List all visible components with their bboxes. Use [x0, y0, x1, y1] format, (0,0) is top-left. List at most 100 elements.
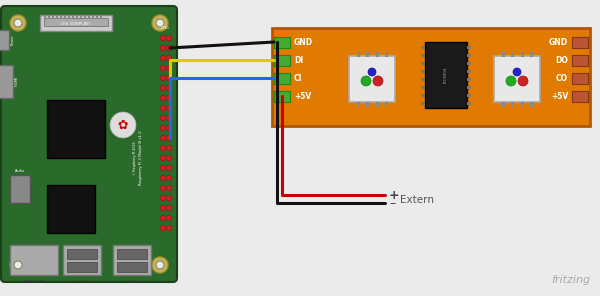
Bar — [572, 73, 588, 84]
Circle shape — [160, 185, 166, 191]
Circle shape — [506, 76, 516, 86]
Bar — [67, 249, 97, 259]
Bar — [511, 102, 514, 107]
Circle shape — [166, 55, 172, 61]
Bar — [274, 37, 290, 48]
Circle shape — [110, 112, 136, 138]
Bar — [511, 52, 514, 57]
Text: LTC6904: LTC6904 — [444, 67, 448, 83]
Bar — [0, 65, 13, 98]
Bar — [84, 15, 86, 19]
Bar — [467, 102, 471, 105]
Circle shape — [10, 15, 26, 31]
Text: © Raspberry Pi 2016: © Raspberry Pi 2016 — [133, 141, 137, 175]
Bar — [113, 245, 151, 275]
Circle shape — [160, 75, 166, 81]
Circle shape — [166, 35, 172, 41]
Text: DSI (DISPLAY): DSI (DISPLAY) — [61, 22, 91, 26]
Circle shape — [14, 19, 22, 27]
Circle shape — [160, 125, 166, 131]
Circle shape — [166, 185, 172, 191]
Circle shape — [156, 261, 164, 269]
Bar — [421, 46, 425, 49]
Bar — [274, 55, 290, 66]
Text: ETHERNET: ETHERNET — [23, 280, 45, 284]
Circle shape — [160, 135, 166, 141]
Circle shape — [160, 165, 166, 171]
Bar — [365, 52, 368, 57]
Bar — [467, 70, 471, 73]
Text: –: – — [389, 197, 395, 210]
Text: +: + — [389, 189, 400, 202]
Circle shape — [166, 145, 172, 151]
Bar — [365, 102, 368, 107]
Bar — [467, 86, 471, 89]
Bar — [60, 15, 62, 19]
Bar — [96, 15, 98, 19]
Text: CI: CI — [294, 74, 302, 83]
Circle shape — [152, 257, 168, 273]
Circle shape — [166, 165, 172, 171]
Bar — [421, 54, 425, 57]
Bar — [421, 62, 425, 65]
Bar — [467, 78, 471, 81]
Circle shape — [166, 125, 172, 131]
Bar — [64, 15, 66, 19]
Circle shape — [166, 65, 172, 71]
Bar — [572, 91, 588, 102]
Bar — [521, 102, 523, 107]
Bar — [47, 100, 105, 158]
Bar — [421, 94, 425, 97]
Text: GPIO: GPIO — [161, 26, 169, 30]
Text: GND: GND — [549, 38, 568, 47]
Bar — [56, 15, 58, 19]
Circle shape — [160, 105, 166, 111]
Bar — [467, 94, 471, 97]
Bar — [40, 15, 112, 31]
Bar — [356, 52, 359, 57]
Bar — [67, 262, 97, 272]
Text: ✿: ✿ — [118, 118, 128, 131]
Circle shape — [166, 225, 172, 231]
Text: Power: Power — [11, 35, 15, 45]
Bar — [44, 18, 108, 26]
Bar — [44, 15, 46, 19]
Circle shape — [156, 19, 164, 27]
Bar — [572, 37, 588, 48]
Circle shape — [160, 115, 166, 121]
Circle shape — [166, 115, 172, 121]
Text: fritzing: fritzing — [551, 275, 590, 285]
Bar — [10, 175, 30, 203]
Bar — [421, 78, 425, 81]
Bar — [10, 245, 58, 275]
Circle shape — [166, 135, 172, 141]
Bar — [502, 102, 505, 107]
Bar — [117, 262, 147, 272]
Bar — [117, 249, 147, 259]
Circle shape — [160, 65, 166, 71]
Bar — [502, 52, 505, 57]
Circle shape — [160, 175, 166, 181]
Text: USB 2x: USB 2x — [125, 280, 139, 284]
Bar — [521, 52, 523, 57]
Bar — [0, 30, 9, 50]
Text: DI: DI — [294, 56, 303, 65]
Bar — [52, 15, 54, 19]
Circle shape — [166, 105, 172, 111]
Text: USB 2x: USB 2x — [75, 280, 89, 284]
Circle shape — [160, 35, 166, 41]
Circle shape — [160, 205, 166, 211]
Bar — [467, 54, 471, 57]
Circle shape — [160, 95, 166, 101]
Text: DO: DO — [555, 56, 568, 65]
Circle shape — [160, 225, 166, 231]
Circle shape — [373, 76, 383, 86]
Bar — [63, 245, 101, 275]
Circle shape — [160, 195, 166, 201]
Text: HDMI: HDMI — [15, 76, 19, 86]
Bar — [274, 91, 290, 102]
Bar — [385, 52, 388, 57]
Circle shape — [166, 45, 172, 51]
Circle shape — [160, 85, 166, 91]
Bar — [572, 55, 588, 66]
